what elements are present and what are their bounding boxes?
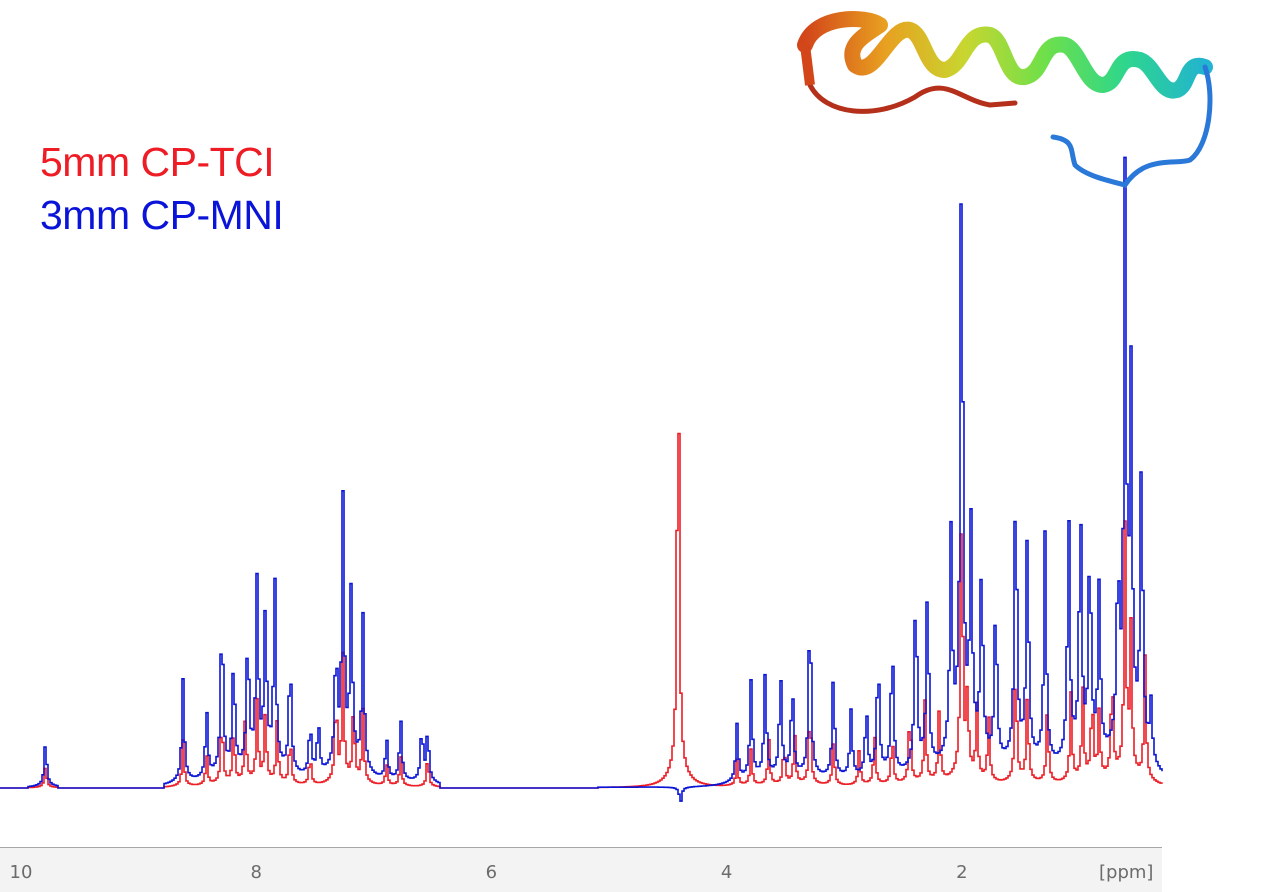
tick-label-10: 10: [9, 862, 33, 883]
x-axis-unit-label: [ppm]: [1099, 862, 1154, 883]
legend-item-5mm-cp-tci: 5mm CP-TCI: [40, 139, 275, 185]
x-axis: [0, 848, 1162, 892]
spectrum-line: [0, 156, 1163, 802]
protein-helix: [797, 11, 1213, 99]
protein-structure-image: [797, 11, 1213, 188]
legend-item-3mm-cp-mni: 3mm CP-MNI: [40, 192, 284, 238]
series-3mm-cp-mni: [0, 156, 1163, 802]
series-5mm-cp-tci: [0, 432, 1163, 789]
legend: 5mm CP-TCI 3mm CP-MNI: [40, 136, 284, 242]
tick-label-2: 2: [956, 862, 968, 883]
tick-label-8: 8: [250, 862, 262, 883]
tick-label-6: 6: [485, 862, 498, 883]
tick-label-4: 4: [720, 862, 733, 883]
protein-coil-c-terminal: [1050, 64, 1213, 188]
spectrum-line: [0, 432, 1163, 789]
protein-coil-n-terminal: [807, 82, 1018, 114]
